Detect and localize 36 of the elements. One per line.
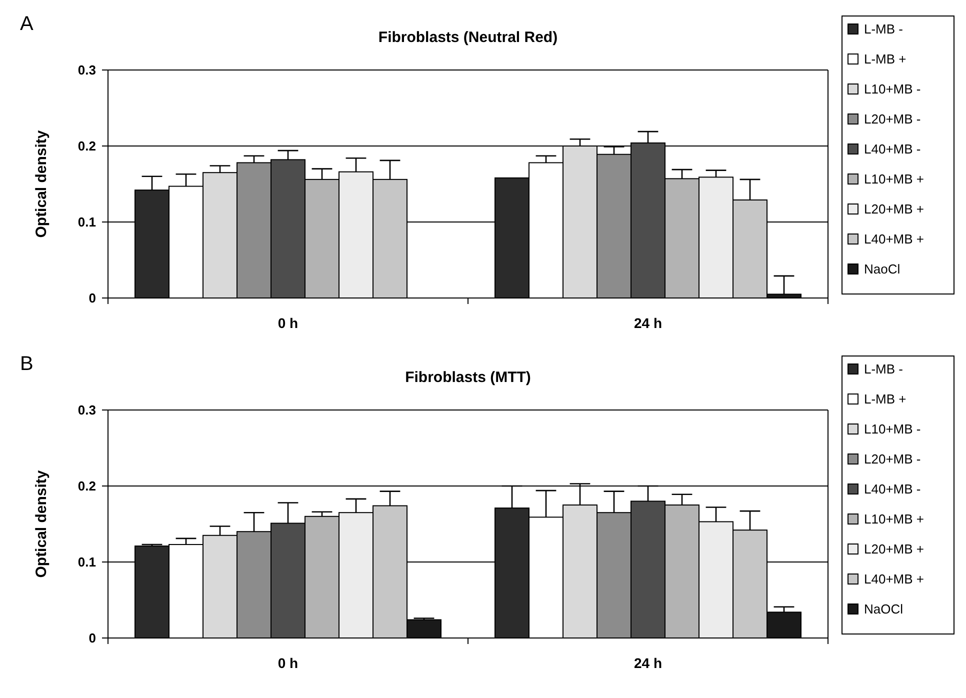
legend-label: L20+MB + (864, 542, 924, 557)
chart-title: Fibroblasts (Neutral Red) (378, 29, 558, 46)
legend-label: L10+MB - (864, 82, 921, 97)
text: A (20, 13, 34, 35)
y-tick-label: 0.1 (78, 554, 96, 570)
legend-label: L10+MB - (864, 422, 921, 437)
legend-label: L40+MB + (864, 232, 924, 247)
legend-label: NaOCl (864, 602, 904, 617)
legend-label: L20+MB + (864, 202, 924, 217)
x-tick-label: 0 h (278, 315, 298, 331)
legend-label: L-MB - (864, 362, 903, 377)
x-tick-label: 24 h (634, 655, 662, 671)
y-axis-title: Optical density (33, 470, 50, 578)
y-tick-label: 0.2 (78, 478, 96, 494)
legend-label: L-MB - (864, 22, 903, 37)
text: B (20, 353, 34, 375)
legend-label: L20+MB - (864, 452, 921, 467)
y-tick-label: 0.1 (78, 214, 96, 230)
legend-label: L20+MB - (864, 112, 921, 127)
legend-label: L40+MB + (864, 572, 924, 587)
y-tick-label: 0 (88, 290, 96, 306)
y-tick-label: 0.3 (78, 402, 96, 418)
x-tick-label: 24 h (634, 315, 662, 331)
y-tick-label: 0 (88, 630, 96, 646)
chart-title: Fibroblasts (MTT) (405, 369, 531, 386)
y-axis-title: Optical density (33, 130, 50, 238)
legend-label: L10+MB + (864, 172, 924, 187)
y-tick-label: 0.2 (78, 138, 96, 154)
y-tick-label: 0.3 (78, 62, 96, 78)
legend-label: L10+MB + (864, 512, 924, 527)
legend-label: L-MB + (864, 52, 906, 67)
legend-label: NaoCl (864, 262, 900, 277)
legend-label: L40+MB - (864, 142, 921, 157)
x-tick-label: 0 h (278, 655, 298, 671)
legend-label: L-MB + (864, 392, 906, 407)
legend-label: L40+MB - (864, 482, 921, 497)
